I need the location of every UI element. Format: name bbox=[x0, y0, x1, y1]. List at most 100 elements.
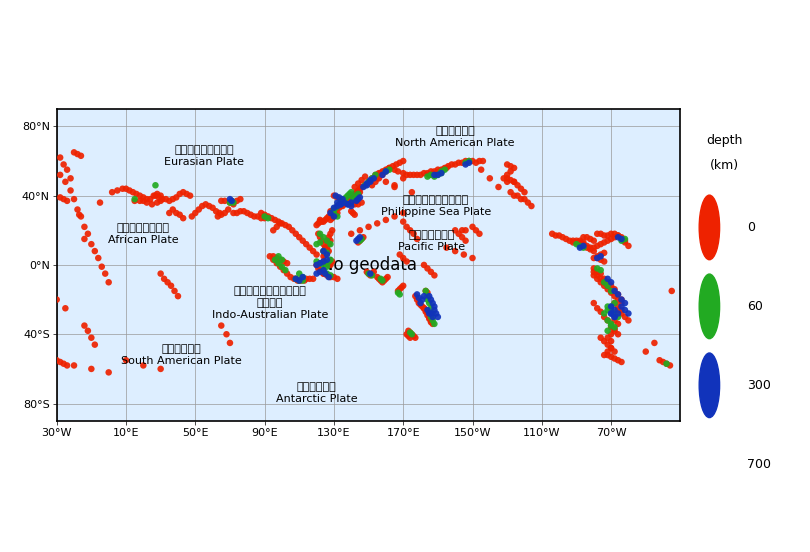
Point bbox=[598, 282, 611, 290]
Point bbox=[391, 167, 404, 176]
Point bbox=[321, 214, 334, 222]
Point bbox=[473, 157, 486, 166]
Point bbox=[414, 299, 427, 307]
Point bbox=[317, 233, 330, 242]
Point bbox=[601, 306, 614, 315]
Point bbox=[85, 333, 98, 342]
Point bbox=[296, 273, 309, 282]
Point bbox=[50, 295, 63, 304]
Point bbox=[177, 188, 190, 197]
Point bbox=[173, 210, 186, 219]
Point bbox=[604, 278, 617, 286]
Point bbox=[263, 252, 276, 261]
Point bbox=[327, 203, 340, 212]
Point bbox=[424, 167, 437, 176]
Point bbox=[424, 309, 437, 318]
Point bbox=[280, 259, 293, 268]
Point bbox=[234, 195, 247, 204]
Point bbox=[601, 278, 614, 286]
Point bbox=[149, 191, 162, 200]
Point bbox=[417, 304, 430, 312]
Point bbox=[96, 262, 109, 271]
Point bbox=[262, 212, 275, 221]
Point bbox=[432, 171, 445, 179]
Point bbox=[459, 236, 472, 245]
Point bbox=[254, 209, 267, 217]
Point bbox=[615, 306, 628, 315]
Point bbox=[577, 241, 590, 250]
Point bbox=[330, 212, 343, 221]
Point bbox=[166, 205, 179, 214]
Point bbox=[149, 181, 162, 190]
Text: depth: depth bbox=[706, 134, 742, 147]
Point bbox=[102, 368, 115, 377]
Point bbox=[416, 302, 428, 311]
Point bbox=[601, 236, 614, 245]
Point bbox=[327, 212, 340, 221]
Point bbox=[224, 195, 237, 204]
Point bbox=[604, 288, 617, 297]
Point bbox=[608, 291, 621, 300]
Point bbox=[379, 215, 392, 224]
Point bbox=[266, 252, 279, 261]
Point bbox=[508, 191, 521, 200]
Point bbox=[504, 176, 517, 184]
Point bbox=[258, 212, 271, 221]
Point bbox=[353, 184, 366, 193]
Point bbox=[470, 158, 483, 167]
Point bbox=[348, 193, 361, 202]
Point bbox=[310, 250, 323, 259]
Point bbox=[324, 240, 337, 248]
Point bbox=[333, 200, 346, 209]
Point bbox=[463, 158, 475, 167]
Point bbox=[296, 236, 309, 245]
Point bbox=[154, 269, 167, 278]
Point bbox=[321, 236, 334, 245]
Point bbox=[67, 148, 80, 157]
Point bbox=[140, 198, 153, 207]
Point bbox=[501, 171, 514, 179]
Point bbox=[608, 312, 621, 321]
Point bbox=[224, 198, 237, 207]
Point bbox=[241, 209, 254, 217]
Point bbox=[438, 165, 451, 174]
Point bbox=[459, 157, 472, 166]
Point bbox=[288, 274, 301, 283]
Point bbox=[218, 209, 231, 217]
Point bbox=[126, 188, 139, 197]
Point bbox=[364, 177, 377, 186]
Point bbox=[130, 189, 143, 198]
Point bbox=[59, 304, 72, 312]
Point bbox=[604, 230, 617, 238]
Point bbox=[619, 312, 632, 321]
Point bbox=[608, 299, 621, 307]
Point bbox=[271, 222, 284, 231]
Point bbox=[377, 276, 390, 285]
Point bbox=[615, 299, 628, 307]
Point bbox=[146, 200, 159, 209]
Point bbox=[601, 282, 614, 290]
Point bbox=[343, 189, 356, 198]
Point bbox=[438, 163, 451, 172]
Point bbox=[312, 219, 325, 228]
Point bbox=[595, 256, 608, 264]
Point bbox=[604, 286, 617, 295]
Point bbox=[345, 193, 358, 202]
Point bbox=[319, 215, 332, 224]
Point bbox=[326, 214, 339, 222]
Point bbox=[590, 264, 603, 273]
Point bbox=[362, 269, 375, 278]
Point bbox=[120, 356, 133, 365]
Point bbox=[341, 191, 354, 200]
Point bbox=[322, 233, 335, 242]
Point bbox=[587, 268, 600, 277]
Point bbox=[595, 252, 608, 261]
Point bbox=[329, 203, 342, 212]
Point bbox=[573, 236, 586, 245]
Point bbox=[466, 253, 479, 262]
Point bbox=[353, 236, 366, 245]
Point bbox=[608, 233, 621, 242]
Point bbox=[336, 197, 349, 205]
Point bbox=[313, 230, 326, 238]
Text: フィリピン海プレート
Philippine Sea Plate: フィリピン海プレート Philippine Sea Plate bbox=[381, 195, 491, 217]
